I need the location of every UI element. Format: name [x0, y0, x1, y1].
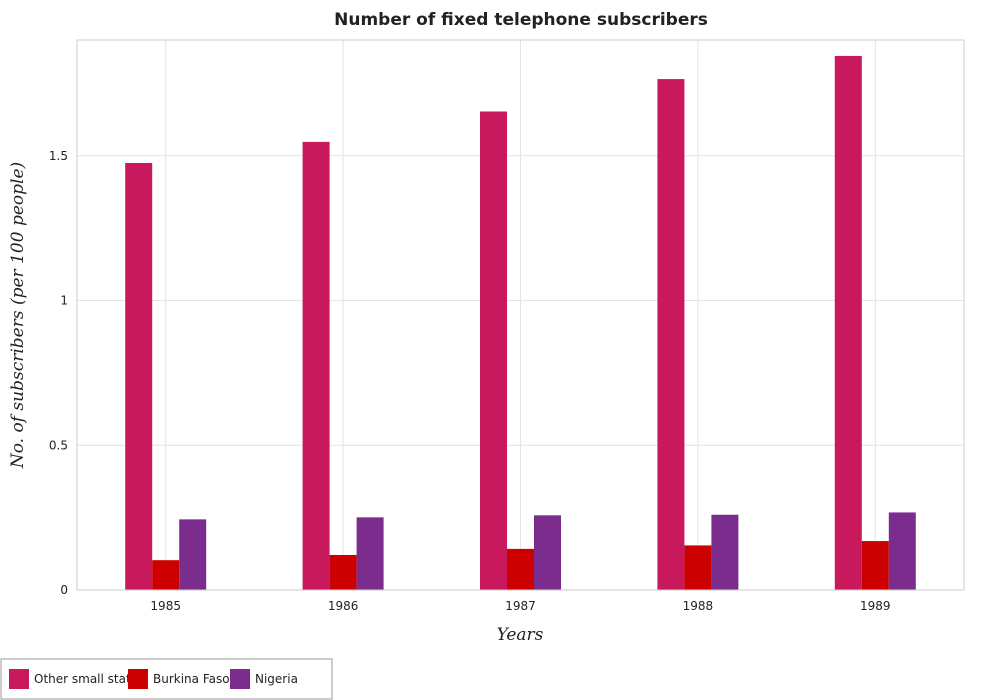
plot-frame — [76, 39, 965, 591]
bar — [179, 519, 207, 590]
bar — [834, 55, 862, 591]
bars — [125, 55, 916, 591]
x-axis-label: Years — [497, 625, 544, 645]
bar — [657, 79, 685, 590]
bar — [507, 548, 534, 590]
legend-label: Nigeria — [255, 672, 298, 686]
legend-swatch — [128, 669, 148, 689]
y-axis-ticks: 0 0.5 1 1.5 — [49, 149, 68, 597]
legend-swatch — [230, 669, 250, 689]
x-axis-ticks: 1985 1986 1987 1988 1989 — [150, 599, 890, 613]
x-tick-label: 1988 — [683, 599, 714, 613]
legend: Other small states Burkina Faso Nigeria — [0, 658, 333, 700]
bar — [480, 111, 507, 590]
x-tick-label: 1986 — [328, 599, 359, 613]
legend-label: Other small states — [34, 672, 144, 686]
bar — [125, 163, 153, 591]
bar — [711, 514, 739, 590]
bar — [534, 515, 561, 590]
x-tick-label: 1987 — [505, 599, 536, 613]
y-tick-label: 0 — [60, 583, 68, 597]
bar — [152, 560, 180, 590]
legend-box — [0, 658, 333, 700]
chart-title: Number of fixed telephone subscribers — [334, 10, 708, 30]
bar — [861, 541, 889, 590]
x-tick-label: 1989 — [860, 599, 891, 613]
y-tick-label: 1.5 — [49, 149, 68, 163]
y-axis-label: No. of subscribers (per 100 people) — [8, 162, 28, 469]
grid — [77, 40, 964, 591]
bar — [302, 141, 330, 591]
bar — [888, 512, 916, 590]
y-tick-label: 0.5 — [49, 438, 68, 452]
bar — [684, 545, 712, 590]
legend-swatch — [9, 669, 29, 689]
bar — [329, 554, 357, 590]
y-tick-label: 1 — [60, 294, 68, 308]
bar — [356, 517, 384, 590]
legend-label: Burkina Faso — [153, 672, 230, 686]
x-tick-label: 1985 — [150, 599, 181, 613]
